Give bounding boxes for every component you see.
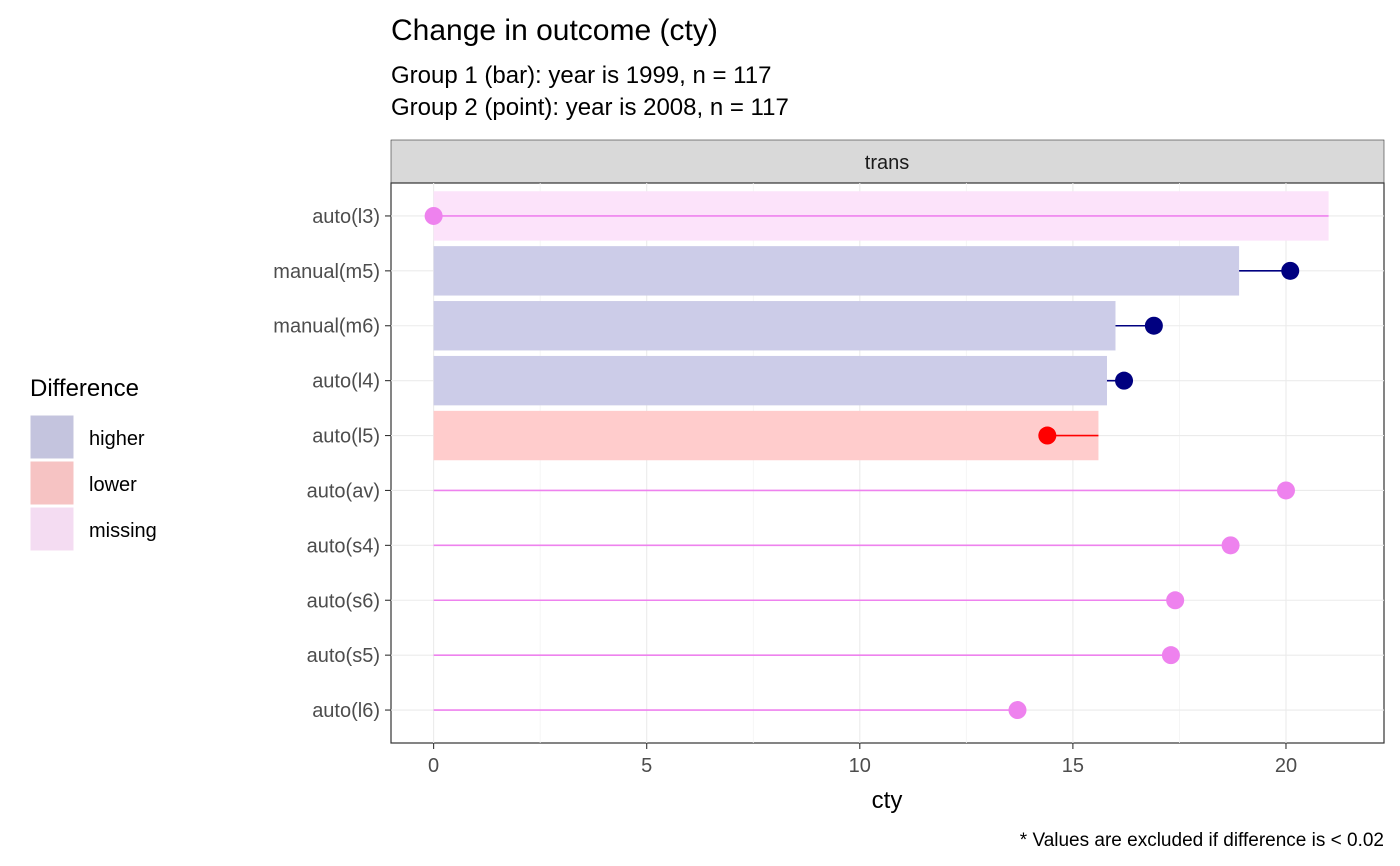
chart-title: Change in outcome (cty) — [391, 14, 718, 47]
legend-title: Difference — [30, 375, 139, 402]
y-tick-label: auto(s5) — [307, 645, 380, 667]
point-manual(m5) — [1281, 261, 1300, 280]
y-tick-label: auto(l4) — [312, 371, 380, 393]
points — [424, 206, 1300, 720]
legend: higher lower missing — [29, 414, 157, 552]
bar-auto(l5) — [433, 410, 1099, 461]
x-axis-title: cty — [872, 787, 903, 814]
facet-strip — [390, 139, 1385, 184]
y-tick-label: manual(m6) — [273, 316, 380, 338]
x-tick-label: 0 — [428, 755, 439, 777]
y-tick-label: manual(m5) — [273, 261, 380, 283]
difference-segments — [433, 215, 1329, 711]
facet-label: trans — [865, 152, 909, 174]
point-auto(av) — [1276, 481, 1295, 500]
point-manual(m6) — [1144, 316, 1163, 335]
point-auto(s4) — [1221, 536, 1240, 555]
x-tick-label: 20 — [1275, 755, 1297, 777]
point-auto(l3) — [424, 206, 443, 225]
legend-key-lower — [29, 460, 75, 506]
x-tick-label: 15 — [1062, 755, 1084, 777]
legend-label-higher: higher — [89, 428, 145, 450]
y-tick-label: auto(av) — [307, 480, 380, 502]
chart-subtitle-line-1: Group 1 (bar): year is 1999, n = 117 — [391, 62, 771, 89]
point-auto(l6) — [1008, 701, 1027, 720]
point-auto(l5) — [1038, 426, 1057, 445]
legend-label-missing: missing — [89, 520, 157, 542]
y-tick-label: auto(l6) — [312, 700, 380, 722]
bar-auto(l4) — [433, 355, 1107, 406]
y-tick-label: auto(s4) — [307, 535, 380, 557]
bar-manual(m5) — [433, 246, 1240, 296]
legend-key-higher — [29, 414, 75, 460]
x-tick-label: 10 — [849, 755, 871, 777]
legend-label-lower: lower — [89, 474, 137, 496]
x-tick-label: 5 — [641, 755, 652, 777]
point-auto(l4) — [1115, 371, 1134, 390]
y-tick-label: auto(s6) — [307, 590, 380, 612]
bar-manual(m6) — [433, 301, 1116, 351]
y-tick-label: auto(l5) — [312, 426, 380, 448]
x-axis: 0 5 10 15 20 — [428, 743, 1297, 777]
point-auto(s6) — [1166, 591, 1185, 610]
caption: * Values are excluded if difference is <… — [1020, 830, 1384, 851]
y-tick-label: auto(l3) — [312, 206, 380, 228]
point-auto(s5) — [1161, 646, 1180, 665]
y-axis: auto(l3) manual(m5) manual(m6) auto(l4) auto… — [273, 206, 391, 722]
chart-subtitle-line-2: Group 2 (point): year is 2008, n = 117 — [391, 94, 789, 121]
legend-key-missing — [29, 506, 75, 552]
